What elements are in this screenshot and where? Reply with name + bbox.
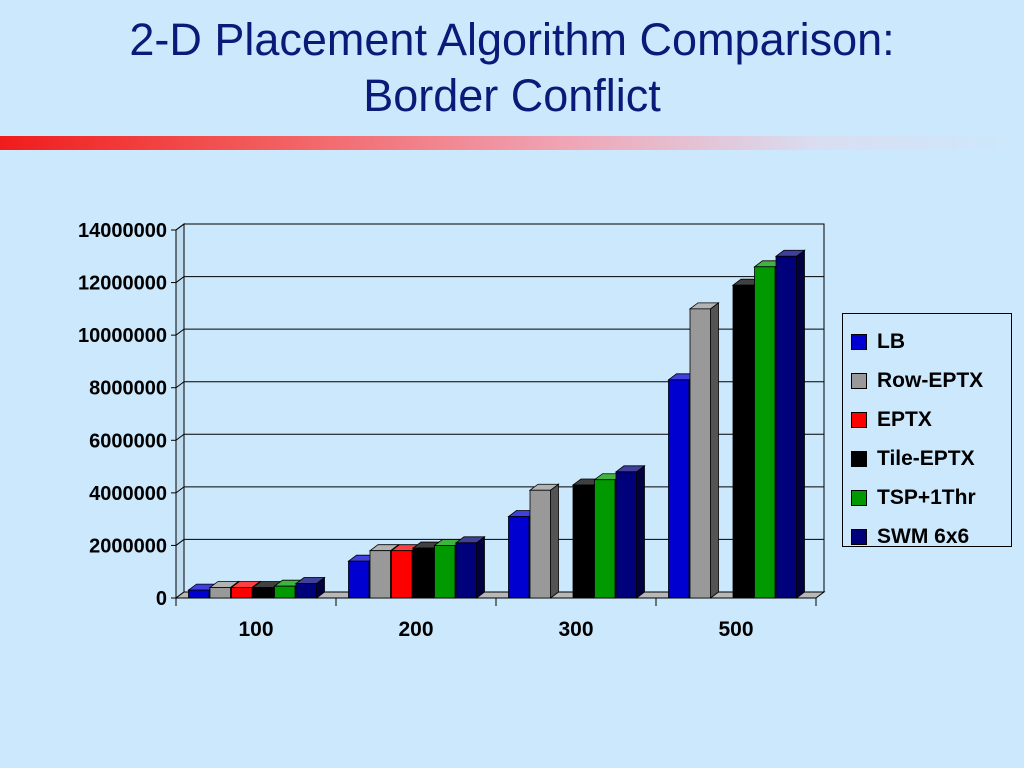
legend-label: SWM 6x6 xyxy=(877,524,970,548)
bar-lb-200 xyxy=(348,560,370,599)
slide-title-line-2: Border Conflict xyxy=(363,70,661,121)
legend-swatch xyxy=(851,528,867,545)
bar-swm-6x6-300-side xyxy=(636,465,645,599)
legend-item-lb: LB xyxy=(851,322,1011,361)
title-gradient-rule xyxy=(0,136,1024,150)
gridline xyxy=(175,433,824,441)
y-tick-label: 10000000 xyxy=(78,325,167,347)
x-tick-label: 300 xyxy=(558,618,593,641)
bar-tsp-1thr-200 xyxy=(434,545,456,599)
bar-eptx-100 xyxy=(231,587,253,599)
legend-label: LB xyxy=(877,329,905,353)
y-tick-label: 6000000 xyxy=(89,430,167,452)
legend-label: Tile-EPTX xyxy=(877,446,975,470)
bar-eptx-200 xyxy=(391,550,413,599)
legend-swatch xyxy=(851,372,867,389)
legend-swatch xyxy=(851,489,867,506)
bar-swm-6x6-500-side xyxy=(796,249,805,599)
gridline xyxy=(175,381,824,389)
bar-swm-6x6-100 xyxy=(295,583,317,599)
chart-legend: LB Row-EPTX EPTX Tile-EPTX TSP+1Thr SWM 6x6 xyxy=(842,313,1012,548)
bar-swm-6x6-500 xyxy=(775,255,797,599)
legend-swatch xyxy=(851,333,867,350)
bar-tsp-1thr-100 xyxy=(274,585,296,599)
legend-label: TSP+1Thr xyxy=(877,485,976,509)
legend-item-eptx: EPTX xyxy=(851,400,1011,439)
slide-title: 2-D Placement Algorithm Comparison: Bord… xyxy=(0,12,1024,124)
legend-swatch xyxy=(851,411,867,428)
bar-tile-eptx-200 xyxy=(412,547,434,599)
bar-lb-500 xyxy=(668,379,690,599)
bar-tile-eptx-100 xyxy=(252,587,274,599)
legend-item-tile-eptx: Tile-EPTX xyxy=(851,439,1011,478)
bar-row-eptx-300-side xyxy=(550,483,559,599)
bar-row-eptx-500-side xyxy=(710,302,719,599)
y-tick-label: 0 xyxy=(156,588,167,610)
bar-tsp-1thr-500 xyxy=(754,266,776,599)
legend-label: Row-EPTX xyxy=(877,368,984,392)
gridline xyxy=(175,276,824,283)
bar-row-eptx-100 xyxy=(209,587,231,599)
bar-swm-6x6-200-side xyxy=(476,535,485,599)
slide-title-line-1: 2-D Placement Algorithm Comparison: xyxy=(129,14,895,65)
bar-row-eptx-500 xyxy=(689,308,711,599)
legend-item-swm-6x6: SWM 6x6 xyxy=(851,517,1011,556)
y-tick-label: 4000000 xyxy=(89,483,167,505)
bar-tsp-1thr-300 xyxy=(594,479,616,599)
bar-tile-eptx-500 xyxy=(732,284,754,599)
bar-lb-300 xyxy=(508,516,530,599)
bar-row-eptx-200 xyxy=(369,550,391,599)
bar-swm-6x6-200 xyxy=(455,542,477,599)
legend-swatch xyxy=(851,450,867,467)
bar-swm-6x6-300 xyxy=(615,471,637,599)
x-tick-label: 500 xyxy=(718,618,753,641)
y-tick-label: 2000000 xyxy=(89,535,167,557)
bar-tile-eptx-300 xyxy=(572,484,594,599)
x-tick-label: 200 xyxy=(398,618,433,641)
plot-back-wall xyxy=(183,223,825,593)
x-tick-label: 100 xyxy=(238,618,273,641)
y-tick-label: 14000000 xyxy=(78,220,167,242)
legend-item-row-eptx: Row-EPTX xyxy=(851,361,1011,400)
bar-row-eptx-300 xyxy=(529,489,551,599)
y-tick-label: 8000000 xyxy=(89,378,167,400)
y-tick-label: 12000000 xyxy=(78,273,167,295)
legend-item-tsp-1thr: TSP+1Thr xyxy=(851,478,1011,517)
bar-lb-100 xyxy=(188,589,210,599)
gridline xyxy=(175,223,824,231)
legend-label: EPTX xyxy=(877,407,932,431)
gridline xyxy=(175,328,824,336)
